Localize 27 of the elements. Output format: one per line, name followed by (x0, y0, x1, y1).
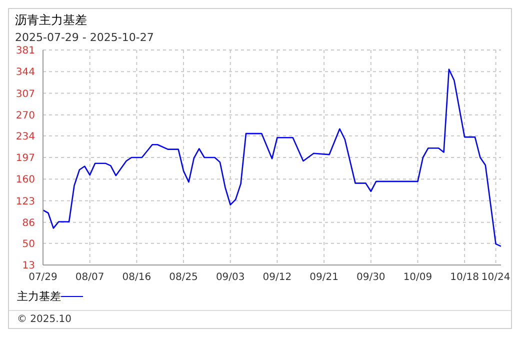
chart-title: 沥青主力基差 (14, 12, 88, 29)
x-tick-label: 10/18 (450, 272, 479, 284)
y-tick-label: 160 (16, 174, 35, 186)
y-tick-label: 197 (16, 153, 35, 164)
y-tick-label: 307 (16, 88, 35, 100)
x-tick-label: 07/29 (28, 272, 58, 284)
x-tick-label: 08/25 (169, 272, 198, 284)
x-tick-label: 10/24 (481, 272, 510, 284)
x-tick-label: 09/30 (356, 272, 386, 284)
text: © 2025.10 (9, 310, 511, 328)
line-series (43, 68, 501, 247)
y-tick-label: 13 (22, 260, 35, 272)
y-tick-label: 344 (16, 67, 35, 78)
x-tick-label: 09/21 (310, 272, 338, 284)
y-tick-label: 123 (16, 196, 35, 208)
y-tick-label: 270 (16, 110, 35, 122)
chart-subtitle: 2025-07-29 - 2025-10-27 (14, 30, 155, 44)
x-tick-label: 09/12 (262, 272, 292, 284)
y-tick-label: 234 (16, 131, 35, 142)
legend-label: 主力基差 (17, 289, 61, 304)
y-tick-label: 50 (22, 238, 35, 250)
x-tick-label: 10/09 (403, 272, 432, 284)
x-tick-label: 08/07 (75, 272, 104, 284)
y-tick-label: 86 (22, 218, 35, 229)
x-tick-label: 09/03 (216, 272, 245, 284)
x-tick-label: 08/16 (122, 272, 152, 284)
y-tick-label: 381 (16, 46, 35, 57)
